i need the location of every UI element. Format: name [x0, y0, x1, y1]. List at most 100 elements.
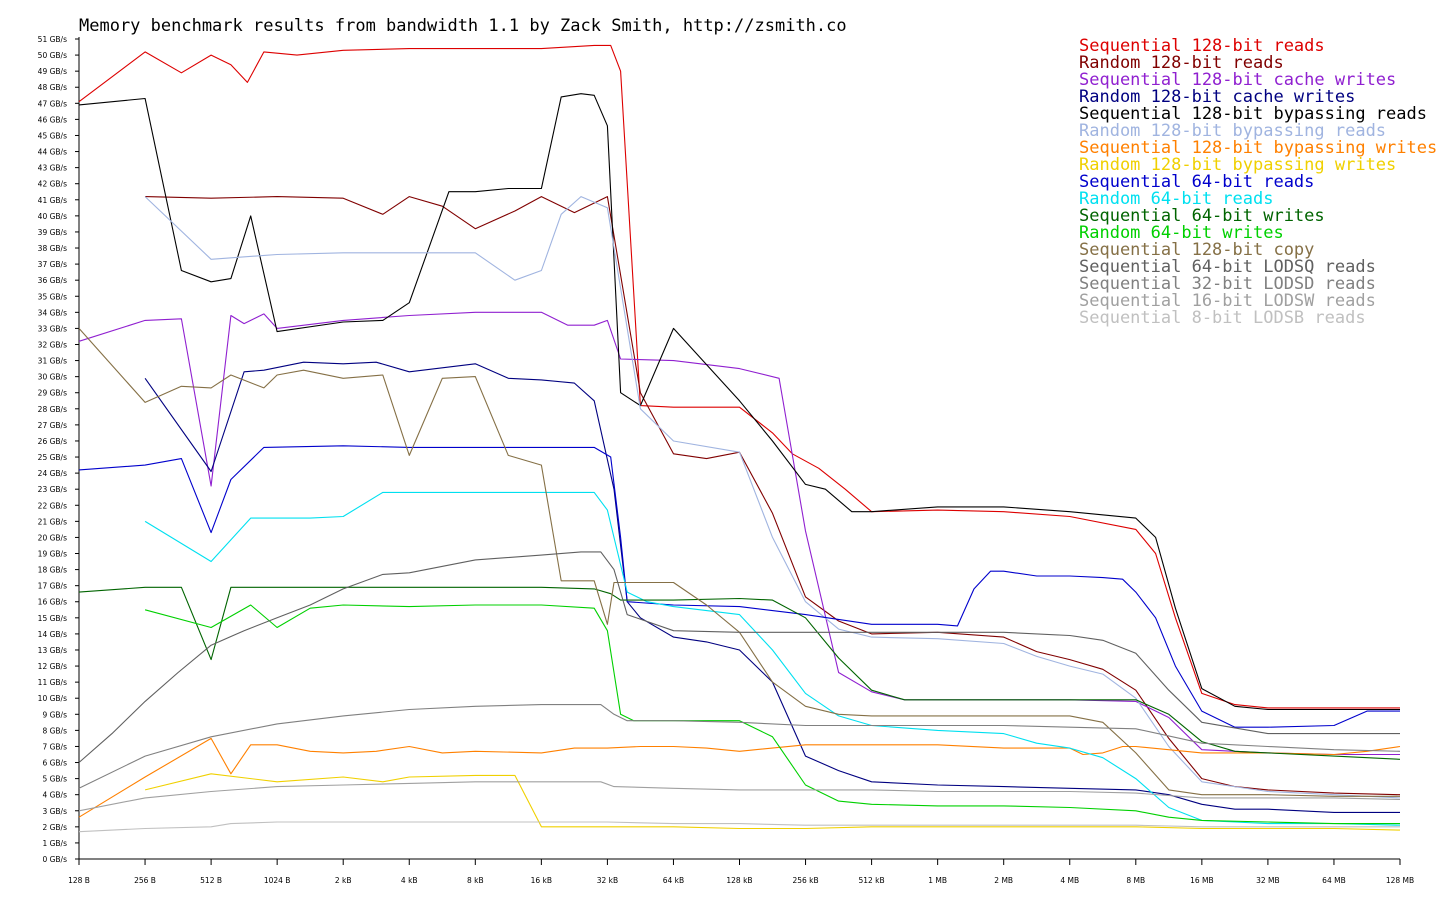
x-tick-label: 512 kB [858, 876, 884, 885]
y-tick-label: 44 GB/s [38, 148, 67, 157]
legend-item-9: Sequential 64-bit reads [1079, 172, 1315, 192]
y-tick-label: 29 GB/s [38, 389, 67, 398]
series-line-11 [78, 586, 1401, 760]
y-tick-label: 22 GB/s [38, 501, 67, 510]
y-tick-label: 7 GB/s [42, 742, 67, 751]
x-tick-label: 2 kB [335, 876, 352, 885]
x-tick-label: 2 MB [994, 876, 1013, 885]
legend-item-11: Sequential 64-bit writes [1079, 206, 1325, 226]
legend-item-12: Random 64-bit writes [1079, 223, 1284, 243]
y-tick-label: 11 GB/s [38, 678, 67, 687]
y-tick-label: 46 GB/s [38, 115, 67, 124]
series-line-9 [78, 445, 1400, 728]
series-line-1 [78, 44, 1400, 709]
y-tick-label: 39 GB/s [38, 228, 67, 237]
x-tick-label: 16 kB [531, 876, 552, 885]
y-tick-label: 2 GB/s [42, 823, 67, 832]
legend-item-17: Sequential 8-bit LODSB reads [1079, 308, 1366, 328]
y-tick-label: 20 GB/s [38, 533, 67, 542]
y-tick-label: 4 GB/s [42, 791, 67, 800]
series-line-17 [78, 821, 1400, 833]
series-line-7 [78, 737, 1401, 818]
chart-axes: 0 GB/s 1 GB/s 2 GB/s 3 GB/s 4 GB/s 5 GB/s 6 GB… [38, 35, 1414, 885]
series-line-8 [144, 773, 1401, 831]
y-tick-label: 35 GB/s [38, 292, 67, 301]
x-tick-label: 16 MB [1190, 876, 1214, 885]
y-tick-label: 8 GB/s [42, 726, 67, 735]
x-tick-label: 64 kB [663, 876, 684, 885]
y-tick-label: 31 GB/s [38, 357, 67, 366]
series-line-6 [144, 196, 1401, 799]
y-tick-label: 36 GB/s [38, 276, 67, 285]
x-tick-label: 256 B [134, 876, 156, 885]
x-tick-label: 128 kB [726, 876, 752, 885]
y-tick-label: 51 GB/s [38, 35, 67, 44]
x-tick-label: 128 MB [1386, 876, 1414, 885]
y-tick-label: 5 GB/s [42, 775, 67, 784]
y-tick-label: 45 GB/s [38, 131, 67, 140]
y-tick-label: 23 GB/s [38, 485, 67, 494]
y-tick-label: 19 GB/s [38, 550, 67, 559]
y-tick-label: 26 GB/s [38, 437, 67, 446]
x-tick-label: 1 MB [928, 876, 947, 885]
y-tick-label: 33 GB/s [38, 324, 67, 333]
y-tick-label: 38 GB/s [38, 244, 67, 253]
y-tick-label: 43 GB/s [38, 164, 67, 173]
y-tick-label: 37 GB/s [38, 260, 67, 269]
x-tick-label: 32 kB [597, 876, 618, 885]
x-tick-label: 32 MB [1256, 876, 1280, 885]
legend-item-7: Sequential 128-bit bypassing writes [1079, 138, 1438, 158]
x-tick-label: 8 MB [1126, 876, 1145, 885]
y-tick-label: 47 GB/s [38, 99, 67, 108]
x-tick-label: 512 B [200, 876, 222, 885]
x-tick-label: 8 kB [467, 876, 484, 885]
series-line-10 [144, 491, 1401, 826]
series-line-16 [78, 781, 1401, 812]
y-tick-label: 18 GB/s [38, 566, 67, 575]
y-tick-label: 41 GB/s [38, 196, 67, 205]
y-tick-label: 13 GB/s [38, 646, 67, 655]
y-tick-label: 32 GB/s [38, 340, 67, 349]
legend-item-4: Random 128-bit cache writes [1079, 87, 1356, 107]
chart-legend: Sequential 128-bit reads Random 128-bit r… [1079, 38, 1437, 327]
legend-item-8: Random 128-bit bypassing writes [1079, 155, 1397, 175]
chart-title: Memory benchmark results from bandwidth … [79, 16, 847, 36]
y-tick-label: 3 GB/s [42, 807, 67, 816]
y-tick-label: 34 GB/s [38, 308, 67, 317]
y-tick-label: 10 GB/s [38, 694, 67, 703]
legend-item-15: Sequential 32-bit LODSD reads [1079, 274, 1376, 294]
x-tick-label: 128 B [68, 876, 90, 885]
series-line-3 [78, 311, 1400, 756]
y-tick-label: 0 GB/s [42, 855, 67, 864]
x-tick-label: 256 kB [792, 876, 818, 885]
y-tick-label: 17 GB/s [38, 582, 67, 591]
legend-item-6: Random 128-bit bypassing reads [1079, 121, 1387, 141]
series-line-4 [144, 361, 1400, 813]
series-line-15 [78, 704, 1401, 789]
legend-item-14: Sequential 64-bit LODSQ reads [1079, 257, 1376, 277]
y-tick-label: 24 GB/s [38, 469, 67, 478]
y-tick-label: 21 GB/s [38, 517, 67, 526]
y-tick-label: 42 GB/s [38, 180, 67, 189]
series-line-14 [78, 551, 1400, 763]
chart-series-lines [78, 44, 1401, 833]
legend-item-3: Sequential 128-bit cache writes [1079, 70, 1397, 90]
y-tick-label: 16 GB/s [38, 598, 67, 607]
y-tick-label: 9 GB/s [42, 710, 67, 719]
y-tick-label: 40 GB/s [38, 212, 67, 221]
y-tick-label: 12 GB/s [38, 662, 67, 671]
y-tick-label: 30 GB/s [38, 373, 67, 382]
y-tick-label: 6 GB/s [42, 759, 67, 768]
x-tick-label: 4 kB [401, 876, 418, 885]
y-tick-label: 49 GB/s [38, 67, 67, 76]
series-line-13 [78, 328, 1400, 797]
y-tick-label: 14 GB/s [38, 630, 67, 639]
series-line-2 [145, 196, 1401, 796]
legend-item-5: Sequential 128-bit bypassing reads [1079, 104, 1427, 124]
y-tick-label: 48 GB/s [38, 83, 67, 92]
y-tick-label: 28 GB/s [38, 405, 67, 414]
x-tick-label: 4 MB [1060, 876, 1079, 885]
legend-item-1: Sequential 128-bit reads [1079, 36, 1325, 56]
y-tick-label: 27 GB/s [38, 421, 67, 430]
